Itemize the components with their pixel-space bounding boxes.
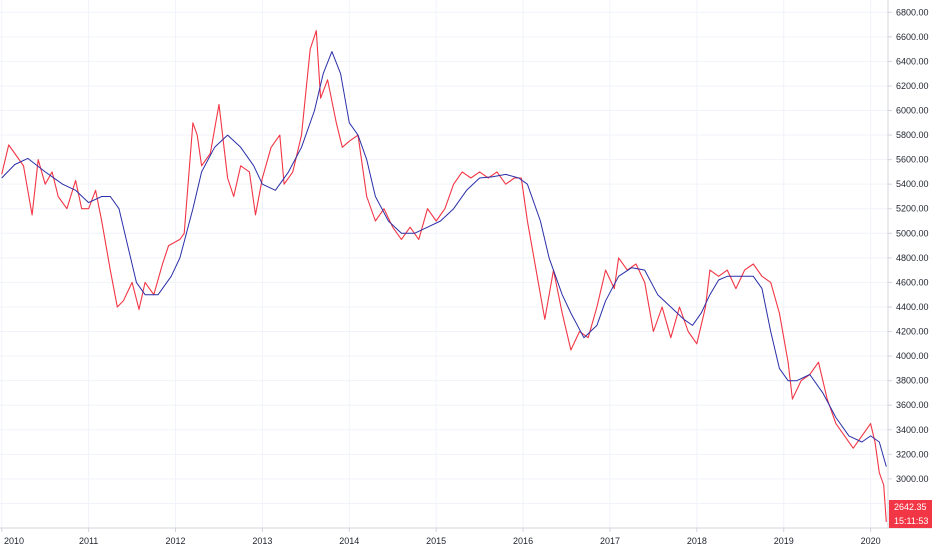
x-tick-label: 2012 xyxy=(165,536,185,546)
y-tick-label: 6200.00 xyxy=(896,81,929,91)
y-tick-label: 6600.00 xyxy=(896,32,929,42)
x-tick-label: 2014 xyxy=(339,536,359,546)
y-tick-label: 3800.00 xyxy=(896,376,929,386)
x-tick-label: 2013 xyxy=(252,536,272,546)
y-tick-label: 4400.00 xyxy=(896,302,929,312)
y-tick-label: 5200.00 xyxy=(896,204,929,214)
y-tick-label: 3000.00 xyxy=(896,474,929,484)
x-tick-label: 2019 xyxy=(774,536,794,546)
last-price-label: 2642.35 xyxy=(894,502,927,512)
grid xyxy=(0,0,888,528)
y-tick-label: 5800.00 xyxy=(896,130,929,140)
y-tick-label: 4800.00 xyxy=(896,253,929,263)
countdown-tag-bg xyxy=(889,514,932,528)
x-tick-label: 2016 xyxy=(513,536,533,546)
x-tick-label: 2020 xyxy=(861,536,881,546)
x-tick-label: 2011 xyxy=(79,536,98,546)
y-tick-label: 6000.00 xyxy=(896,106,929,116)
y-tick-label: 5600.00 xyxy=(896,155,929,165)
y-tick-label: 6800.00 xyxy=(896,7,929,17)
x-tick-label: 2017 xyxy=(600,536,620,546)
series-layer xyxy=(1,30,887,522)
y-tick-label: 4200.00 xyxy=(896,327,929,337)
countdown-tag: 15:11:53 xyxy=(889,514,932,528)
x-tick-label: 2018 xyxy=(687,536,707,546)
y-tick-label: 6400.00 xyxy=(896,56,929,66)
price-line xyxy=(1,30,887,522)
x-tick-label: 2010 xyxy=(4,536,24,546)
time-axis[interactable]: 2010 2011 2012 2013 2014 2015 2016 2017 2018 2019… xyxy=(1,528,881,546)
last-price-tag: 2642.35 xyxy=(889,500,932,514)
x-tick-label: 2015 xyxy=(426,536,446,546)
y-tick-label: 4600.00 xyxy=(896,277,929,287)
y-tick-label: 3200.00 xyxy=(896,449,929,459)
y-tick-label: 3600.00 xyxy=(896,400,929,410)
countdown-label: 15:11:53 xyxy=(894,516,928,526)
last-price-tag-bg xyxy=(889,500,932,514)
y-tick-label: 3400.00 xyxy=(896,425,929,435)
moving-average-line xyxy=(1,51,887,467)
y-tick-label: 5000.00 xyxy=(896,228,929,238)
y-tick-label: 5400.00 xyxy=(896,179,929,189)
y-tick-label: 4000.00 xyxy=(896,351,929,361)
